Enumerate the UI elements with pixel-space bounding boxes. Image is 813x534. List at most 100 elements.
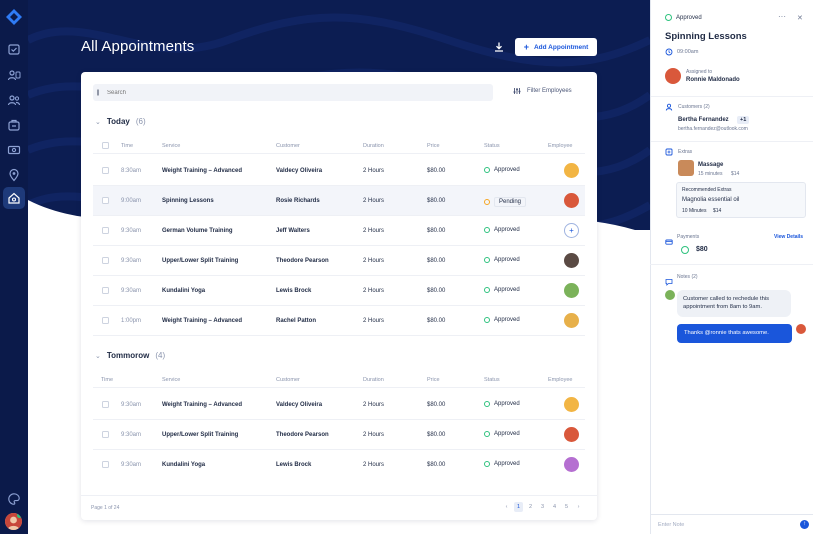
table-row[interactable]: 8:30am Weight Training – Advanced Valdec…	[93, 156, 585, 186]
note-input-field[interactable]: Enter Note ↑	[651, 514, 813, 534]
row-price: $80.00	[427, 318, 446, 324]
group-tomorrow-title: Tommorow	[106, 351, 150, 360]
row-checkbox[interactable]	[102, 401, 109, 408]
add-appointment-button[interactable]: + Add Appointment	[515, 38, 597, 56]
row-checkbox[interactable]	[102, 227, 109, 234]
row-checkbox[interactable]	[102, 197, 109, 204]
customer-name[interactable]: Bertha Fernandez	[678, 117, 729, 123]
payments-icon[interactable]	[7, 143, 21, 157]
group-today-header[interactable]: ⌄ Today (6)	[95, 117, 146, 126]
user-avatar[interactable]	[5, 513, 22, 530]
extra-duration: 15 minutes	[698, 171, 723, 177]
row-time: 9:30am	[121, 228, 142, 234]
page-title: All Appointments	[81, 38, 195, 55]
approved-status-icon	[484, 287, 490, 293]
row-checkbox[interactable]	[102, 257, 109, 264]
table-row[interactable]: 9:30am Kundalini Yoga Lewis Brock 2 Hour…	[93, 276, 585, 306]
table-row[interactable]: 1:00pm Weight Training – Advanced Rachel…	[93, 306, 585, 336]
customers-label: Customers (2)	[678, 104, 710, 110]
employee-avatar[interactable]	[564, 253, 579, 268]
employee-avatar[interactable]	[564, 397, 579, 412]
status-badge: Approved	[484, 227, 520, 233]
select-all-checkbox[interactable]	[102, 142, 109, 149]
table-row[interactable]: 9:30am Upper/Lower Split Training Theodo…	[93, 420, 585, 450]
close-icon[interactable]: ✕	[797, 15, 803, 22]
search-input[interactable]	[93, 84, 493, 101]
col-status: Status	[484, 143, 500, 149]
appointment-detail-panel: Approved ··· ✕ Spinning Lessons 09:00am …	[650, 0, 813, 534]
row-time: 9:30am	[121, 402, 142, 408]
view-details-link[interactable]: View Details	[774, 234, 804, 240]
services-icon[interactable]	[7, 118, 21, 132]
assignee-avatar	[665, 68, 681, 84]
approved-status-icon	[484, 257, 490, 263]
prev-page-button[interactable]: ‹	[505, 504, 508, 510]
approved-status-icon	[484, 401, 490, 407]
row-duration: 2 Hours	[363, 258, 385, 264]
row-price: $80.00	[427, 258, 446, 264]
row-duration: 2 Hours	[363, 318, 385, 324]
table-row-selected[interactable]: 9:00am Spinning Lessons Rosie Richards 2…	[93, 186, 585, 216]
dashboard-icon[interactable]	[3, 187, 25, 209]
row-checkbox[interactable]	[102, 167, 109, 174]
more-customers-badge[interactable]: +1	[737, 116, 750, 124]
employees-icon[interactable]	[7, 68, 21, 82]
search-icon	[97, 89, 99, 96]
group-today-count: (6)	[135, 117, 146, 126]
table-row[interactable]: 9:30am Upper/Lower Split Training Theodo…	[93, 246, 585, 276]
calendar-icon[interactable]	[7, 42, 21, 56]
table-row[interactable]: 9:30am Weight Training – Advanced Valdec…	[93, 390, 585, 420]
status-badge: Approved	[484, 257, 520, 263]
payments-label: Payments	[677, 234, 700, 240]
recommended-extras-box[interactable]: Recommended Extras Magnolia essential oi…	[676, 182, 806, 218]
customers-icon[interactable]	[7, 93, 21, 107]
row-checkbox[interactable]	[102, 461, 109, 468]
more-options-icon[interactable]: ···	[778, 12, 786, 21]
row-service: Kundalini Yoga	[162, 288, 206, 294]
page-button-5[interactable]: 5	[564, 504, 569, 510]
employee-avatar[interactable]	[564, 457, 579, 472]
row-price: $80.00	[427, 462, 446, 468]
row-duration: 2 Hours	[363, 402, 385, 408]
employee-avatar[interactable]	[564, 193, 579, 208]
col-customer: Customer	[276, 377, 300, 383]
page-button-4[interactable]: 4	[552, 504, 557, 510]
next-page-button[interactable]: ›	[577, 504, 580, 510]
download-icon[interactable]	[493, 41, 505, 53]
row-service: Upper/Lower Split Training	[162, 432, 239, 438]
page-button-3[interactable]: 3	[540, 504, 545, 510]
approved-status-icon	[484, 167, 490, 173]
row-duration: 2 Hours	[363, 432, 385, 438]
location-icon[interactable]	[7, 168, 21, 182]
send-arrow-icon[interactable]: ↑	[800, 520, 809, 529]
row-checkbox[interactable]	[102, 317, 109, 324]
assign-employee-plus-icon[interactable]: +	[564, 223, 579, 238]
employee-avatar[interactable]	[564, 283, 579, 298]
palette-icon[interactable]	[7, 492, 21, 506]
pending-status-icon	[484, 199, 490, 205]
row-checkbox[interactable]	[102, 431, 109, 438]
col-time: Time	[121, 143, 134, 149]
page-button-1[interactable]: 1	[514, 502, 523, 512]
status-badge[interactable]: Pending	[484, 197, 527, 207]
payment-check-icon	[681, 246, 689, 254]
page-button-2[interactable]: 2	[528, 504, 533, 510]
employee-avatar[interactable]	[564, 163, 579, 178]
table-row[interactable]: 9:30am Kundalini Yoga Lewis Brock 2 Hour…	[93, 450, 585, 480]
row-checkbox[interactable]	[102, 287, 109, 294]
col-duration: Duration	[363, 143, 384, 149]
row-duration: 2 Hours	[363, 228, 385, 234]
app-logo-icon[interactable]	[5, 8, 23, 26]
table-row[interactable]: 9:30am German Volume Training Jeff Walte…	[93, 216, 585, 246]
assigned-label: Assigned to	[686, 69, 713, 75]
payment-amount: $80	[696, 246, 708, 253]
employee-avatar[interactable]	[564, 427, 579, 442]
row-customer: Valdecy Oliveira	[276, 168, 323, 174]
tomorrow-table-header: Time Service Customer Duration Price Sta…	[93, 372, 585, 388]
employee-avatar[interactable]	[564, 313, 579, 328]
filter-employees-button[interactable]: Filter Employees	[513, 87, 572, 95]
appointments-card: Filter Employees ⌄ Today (6) Time Servic…	[81, 72, 597, 520]
row-service: Weight Training – Advanced	[162, 402, 243, 408]
group-tomorrow-header[interactable]: ⌄ Tommorow (4)	[95, 351, 165, 360]
col-status: Status	[484, 377, 500, 383]
